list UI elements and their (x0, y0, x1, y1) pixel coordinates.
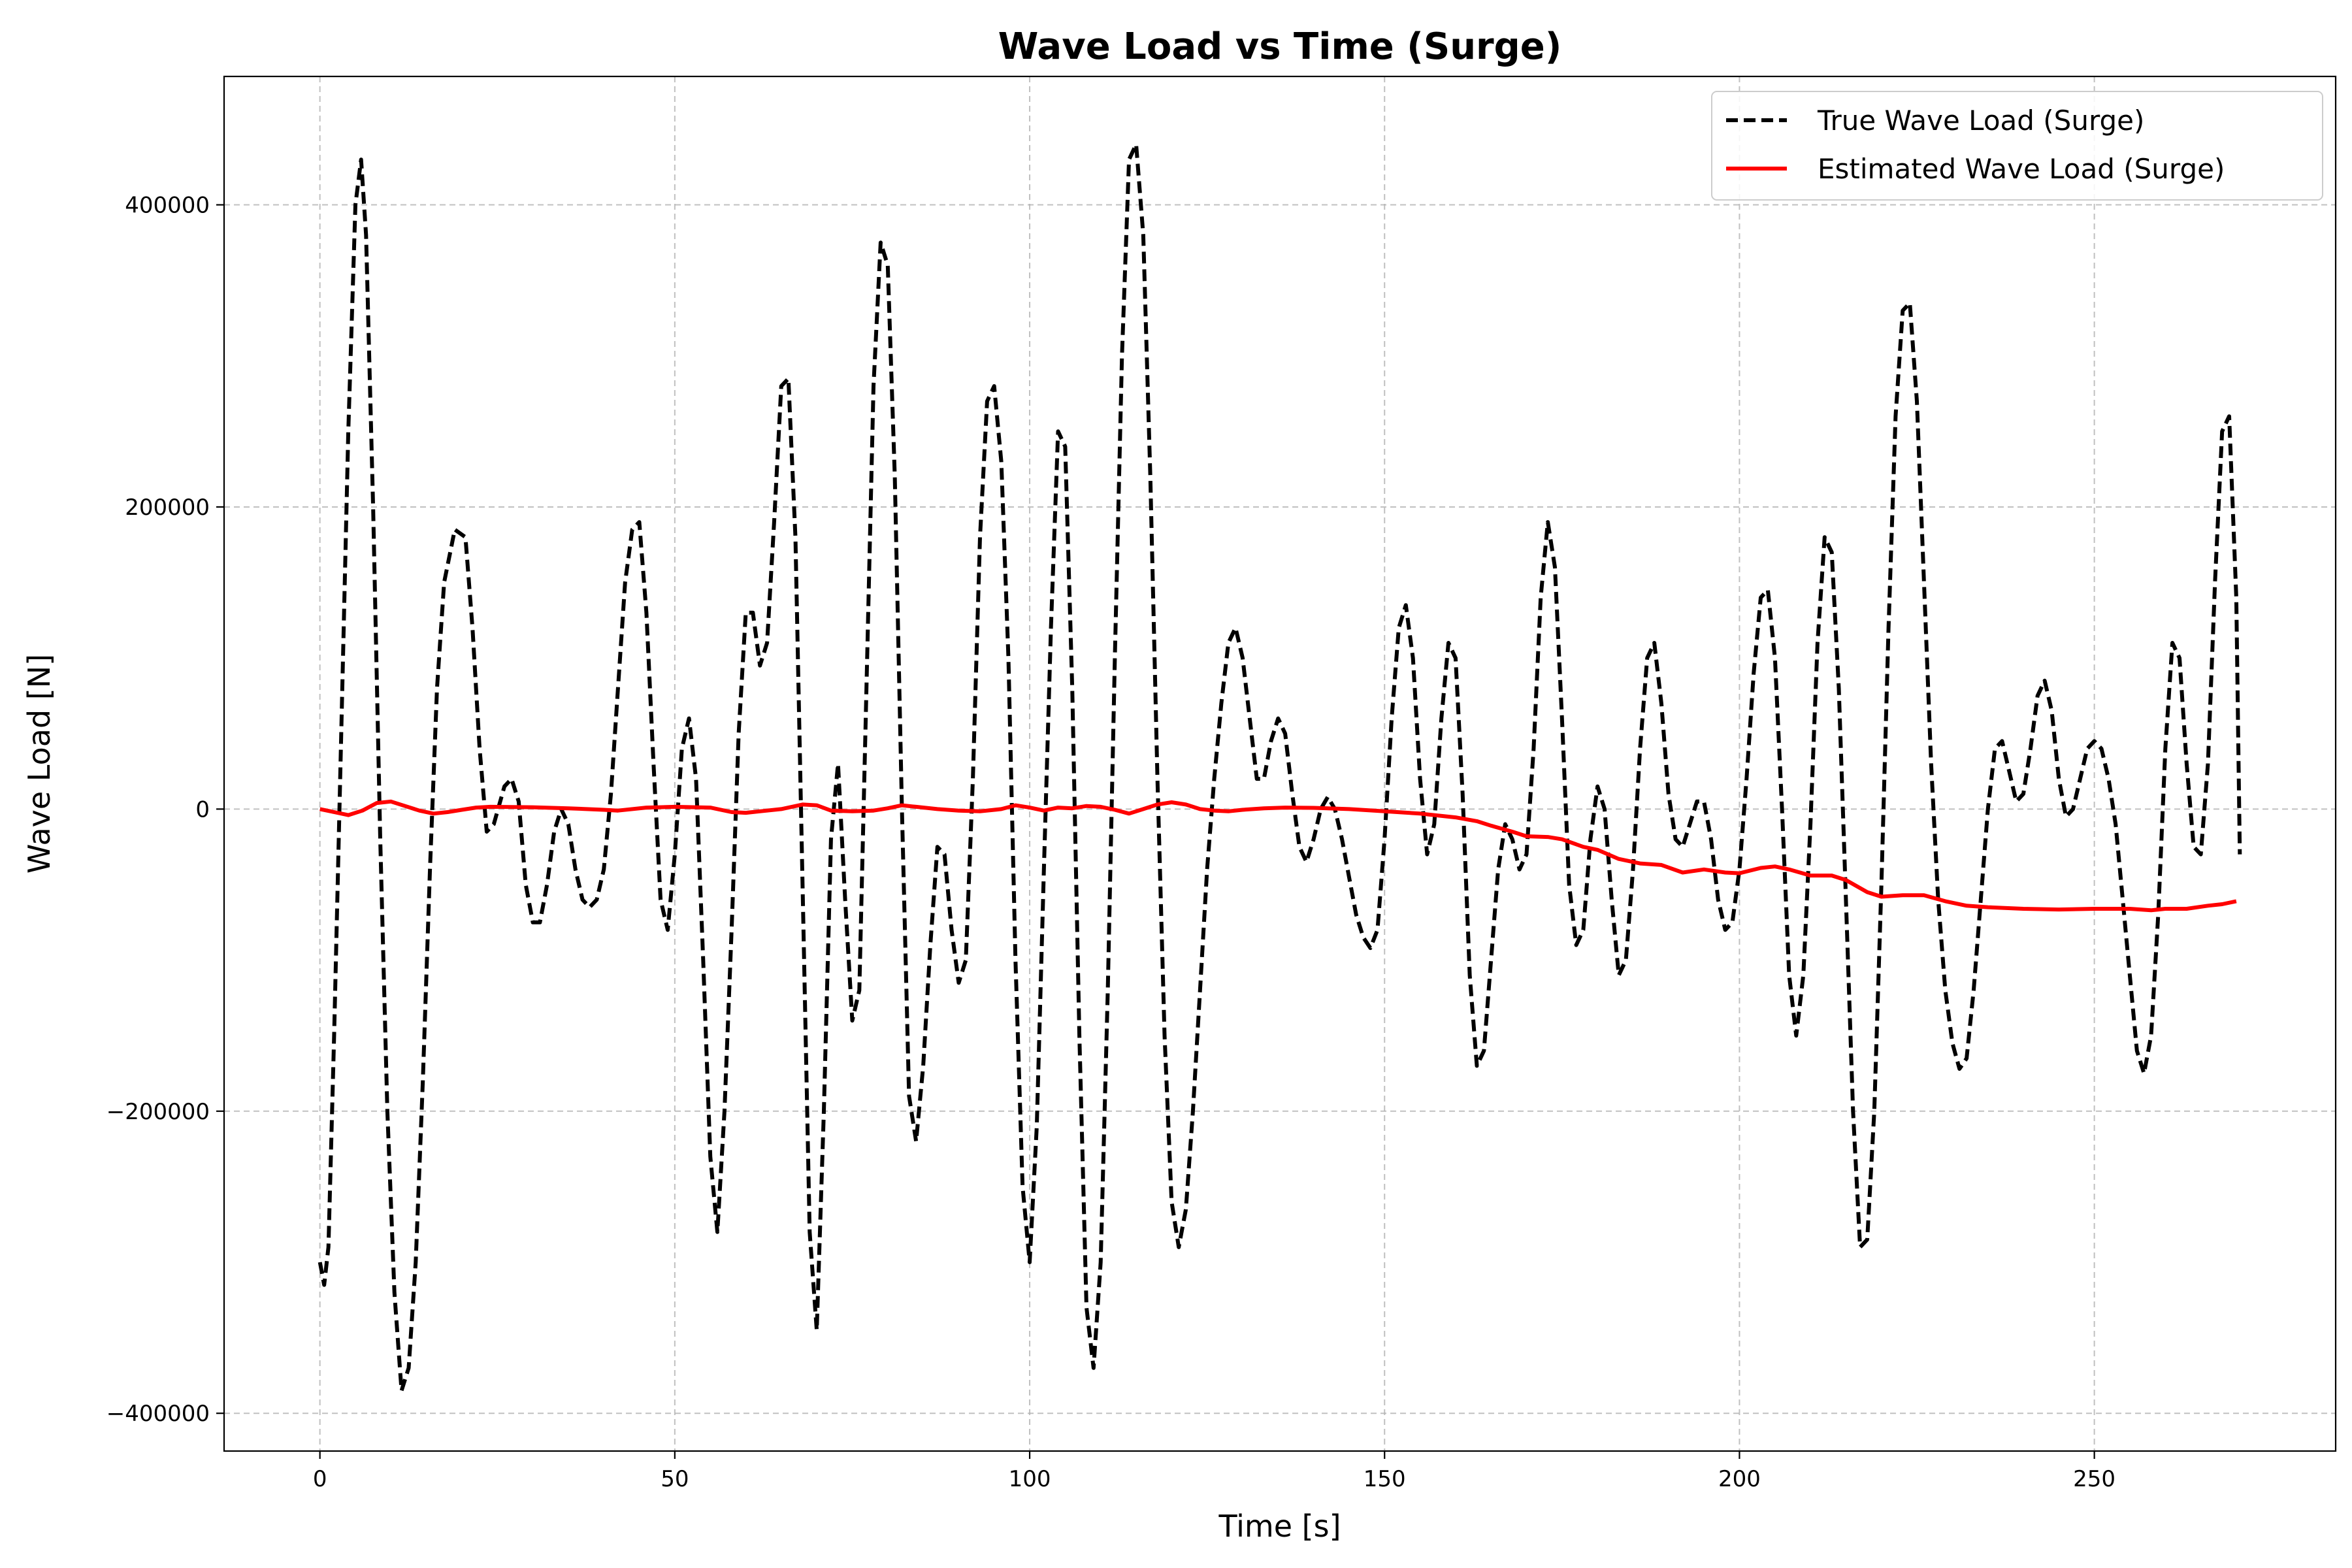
x-tick-label: 150 (1364, 1466, 1406, 1492)
series-true-wave-load (318, 142, 2242, 1393)
y-tick-label: −400000 (106, 1401, 210, 1427)
plot-series (318, 142, 2242, 1393)
legend: True Wave Load (Surge) Estimated Wave Lo… (1711, 91, 2323, 201)
y-tick-label: 400000 (125, 193, 210, 219)
plot-area-frame (223, 75, 2337, 1452)
x-axis-label: Time [s] (1218, 1509, 1341, 1544)
x-tick-label: 100 (1009, 1466, 1051, 1492)
x-tick-label: 200 (1718, 1466, 1761, 1492)
legend-label-true-wave-load: True Wave Load (Surge) (1817, 105, 2144, 137)
legend-label-estimated-wave-load: Estimated Wave Load (Surge) (1818, 153, 2225, 185)
y-tick-label: −200000 (106, 1099, 210, 1125)
x-tick-label: 0 (313, 1466, 327, 1492)
x-tick-label: 50 (661, 1466, 689, 1492)
y-axis-label: Wave Load [N] (22, 654, 57, 874)
y-tick-label: 0 (195, 796, 210, 823)
axis-ticks: 0 50 100 150 200 250 −400000 −200000 0 200000 4000… (106, 193, 2115, 1492)
y-tick-label: 200000 (125, 495, 210, 521)
series-estimated-wave-load (319, 799, 2237, 913)
legend-box (1711, 91, 2323, 201)
grid (224, 76, 2336, 1451)
x-tick-label: 250 (2073, 1466, 2115, 1492)
chart-title: Wave Load vs Time (Surge) (998, 25, 1562, 68)
